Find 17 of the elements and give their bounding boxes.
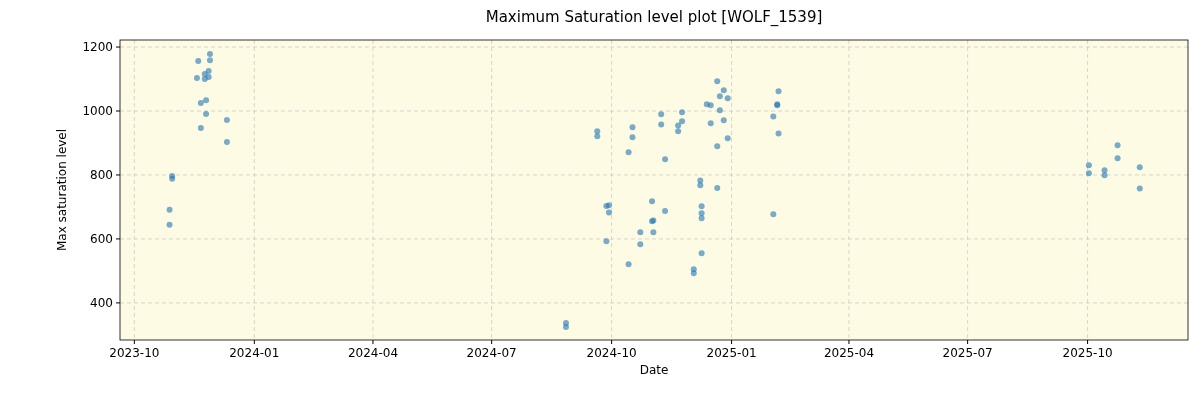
y-tick-label: 1000	[82, 104, 113, 118]
x-tick-label: 2025-10	[1062, 346, 1113, 360]
x-tick-label: 2025-07	[942, 346, 993, 360]
x-tick-label: 2025-01	[706, 346, 757, 360]
x-axis-title: Date	[639, 363, 669, 377]
y-axis-title: Max saturation level	[55, 128, 69, 252]
chart-title: Maximum Saturation level plot [WOLF_1539]	[485, 8, 823, 27]
y-tick-label: 1200	[82, 40, 113, 55]
x-tick-label: 2024-10	[586, 346, 637, 360]
y-tick-label: 400	[90, 295, 113, 310]
x-tick-label: 2024-01	[229, 346, 280, 360]
x-tick-label: 2023-10	[109, 346, 160, 360]
x-tick-label: 2025-04	[823, 346, 875, 360]
y-tick-label: 600	[90, 231, 113, 246]
x-tick-label: 2024-07	[466, 346, 517, 360]
x-tick-label: 2024-04	[347, 346, 399, 360]
y-tick-label: 800	[90, 167, 113, 182]
